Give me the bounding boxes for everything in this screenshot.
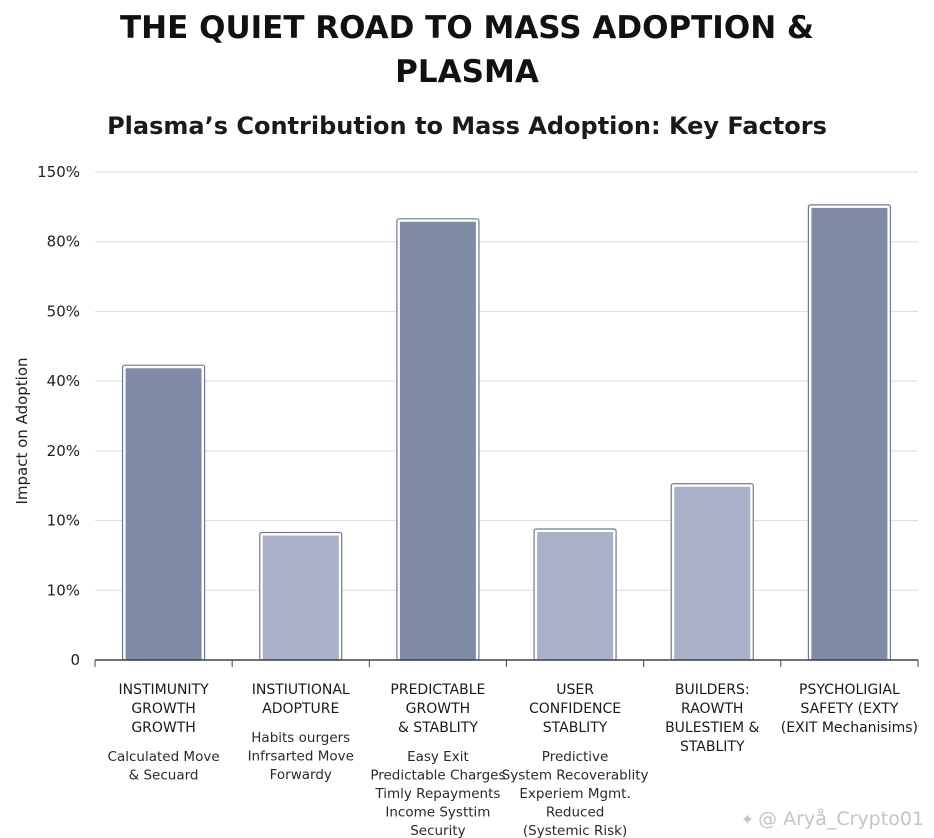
category-description: Easy Exit <box>407 749 469 765</box>
category-label: & STABLITY <box>398 720 478 736</box>
category-label: PREDICTABLE <box>390 682 485 698</box>
watermark: ✦ @ Aryå_Crypto01 <box>741 808 924 830</box>
y-tick-label: 10% <box>47 581 80 599</box>
y-tick-label: 50% <box>47 302 80 320</box>
bar <box>125 368 202 660</box>
category-labels: INSTIMUNITY GROWTH GROWTH Calculated Move & … <box>108 682 919 838</box>
gridlines <box>95 171 918 591</box>
category-description: & Secuard <box>129 768 199 784</box>
category-label: (EXIT Mechanisims) <box>781 720 918 736</box>
category-description: Security <box>410 823 465 838</box>
category-label: BUILDERS: <box>675 682 750 698</box>
y-tick-label: 80% <box>47 233 80 251</box>
bar <box>674 486 751 660</box>
page-title: THE QUIET ROAD TO MASS ADOPTION & PLASMA <box>0 6 934 94</box>
category-label: USER <box>556 682 594 698</box>
y-tick-label: 20% <box>47 442 80 460</box>
category-description: Timly Repayments <box>374 786 500 802</box>
category-description: Calculated Move <box>108 749 220 765</box>
bar <box>399 221 476 661</box>
category-label: STABLITY <box>543 720 608 736</box>
y-tick-label: 10% <box>47 512 80 530</box>
category-description: Reduced <box>546 805 605 821</box>
y-tick-label: 0 <box>70 651 80 669</box>
bar <box>811 207 888 660</box>
category-label: GROWTH <box>131 701 196 717</box>
title-line-2: PLASMA <box>395 54 539 90</box>
category-description: Habits ourgers <box>251 730 350 746</box>
category-label: CONFIDENCE <box>529 701 621 717</box>
y-tick-label: 150% <box>37 163 80 181</box>
category-description: Predictive <box>542 749 609 765</box>
category-label: ADOPTURE <box>262 701 339 717</box>
chart-title: Plasma’s Contribution to Mass Adoption: … <box>107 112 827 140</box>
bar <box>537 532 614 660</box>
category-description: (Systemic Risk) <box>523 823 627 838</box>
category-label: INSTIMUNITY <box>118 682 209 698</box>
category-label: PSYCHOLIGIAL <box>799 682 900 698</box>
category-description: System Recoverablity <box>502 768 649 784</box>
category-label: RAOWTH <box>681 701 743 717</box>
y-axis-label: Impact on Adoption <box>13 357 31 504</box>
bars <box>121 204 892 661</box>
category-label: BULESTIEM & <box>665 720 759 736</box>
category-label: INSTIUTIONAL <box>252 682 350 698</box>
category-description: Forwardy <box>270 767 332 783</box>
y-tick-label: 40% <box>47 372 80 390</box>
category-description: Experiem Mgmt. <box>519 786 630 802</box>
watermark-text: @ Aryå_Crypto01 <box>758 808 924 830</box>
title-line-1: THE QUIET ROAD TO MASS ADOPTION & <box>120 10 814 46</box>
category-label: GROWTH <box>131 720 196 736</box>
category-description: Income Systtim <box>385 805 490 821</box>
bar <box>262 535 339 660</box>
category-label: SAFETY (EXTY <box>800 701 898 717</box>
axes: 0 10% 10% 20% 40% 50% 80% 150% Impact on Adoptio… <box>13 163 919 669</box>
category-description: Infrsarted Move <box>248 749 354 765</box>
bird-icon: ✦ <box>740 810 755 829</box>
category-description: Predictable Charges <box>370 768 505 784</box>
category-label: STABLITY <box>680 739 745 755</box>
category-label: GROWTH <box>406 701 471 717</box>
